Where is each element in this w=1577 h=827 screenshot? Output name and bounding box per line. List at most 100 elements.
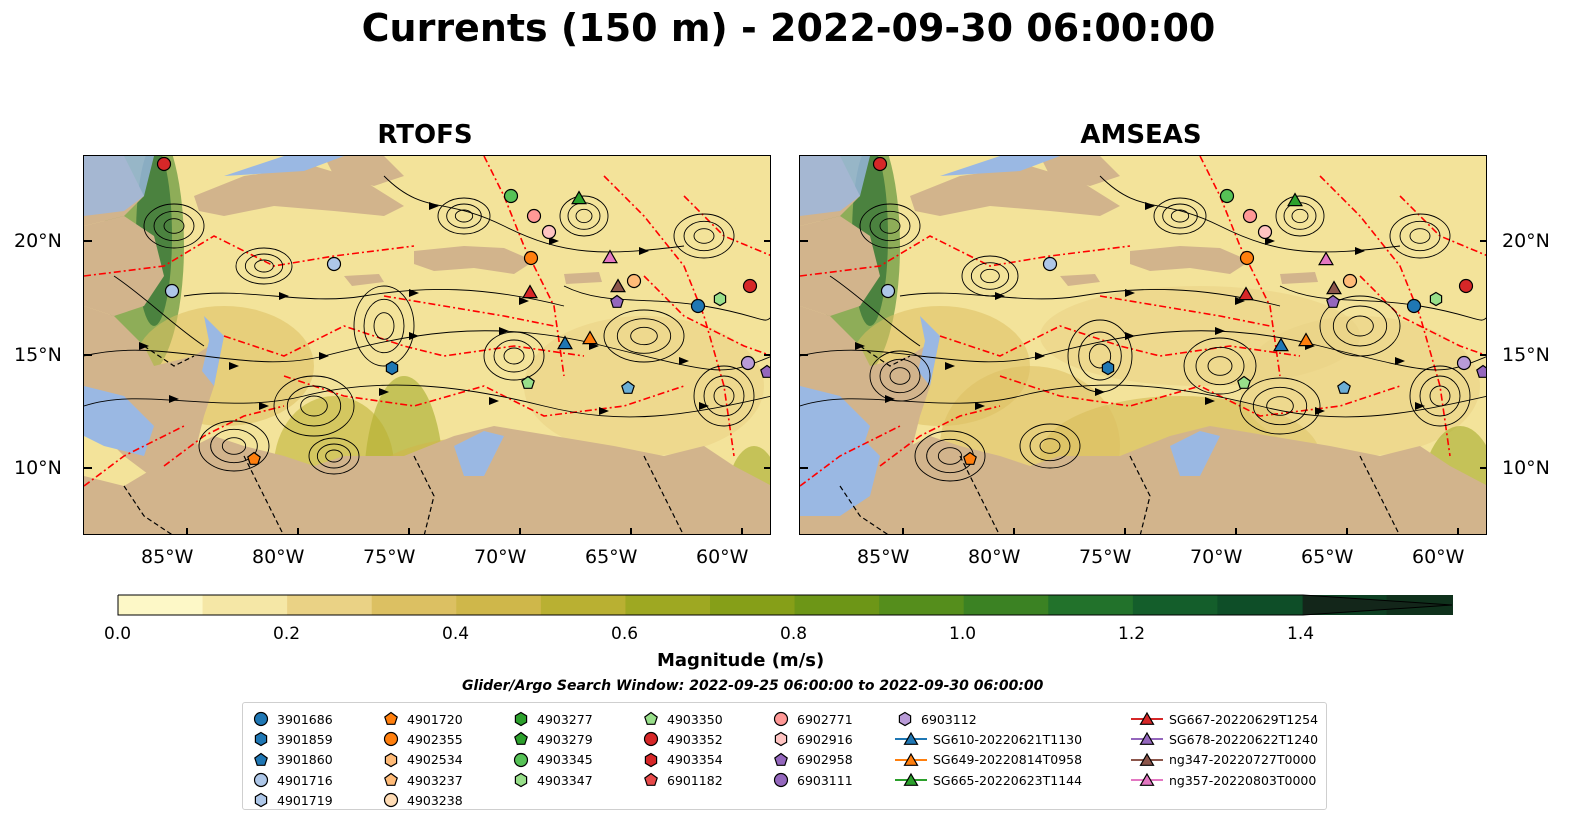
streamline-eddy — [1409, 228, 1431, 244]
streamline-eddy — [693, 228, 715, 244]
streamline-eddy — [300, 395, 328, 417]
colorbar-tick-6: 1.2 — [1118, 624, 1146, 644]
eez-boundary — [1359, 275, 1486, 357]
streamline-eddy — [937, 447, 963, 465]
eez-boundary — [1099, 295, 1271, 327]
streamline-eddy — [503, 347, 525, 365]
eez-boundary — [999, 375, 1401, 417]
land-polygon — [344, 274, 384, 286]
land-polygon — [414, 246, 534, 274]
lon-label-75w-right: 75°W — [1079, 546, 1132, 568]
colorbar-tick-0: 0.0 — [104, 624, 132, 644]
streamline-eddy — [1291, 208, 1309, 224]
streamline-arrow — [1125, 332, 1135, 340]
eez-boundary — [643, 275, 770, 357]
triangle-marker-icon — [895, 772, 927, 786]
legend-item: SG678-20220622T1240 — [1131, 729, 1318, 749]
eez-boundary — [800, 235, 1131, 277]
land-polygon — [1280, 272, 1318, 284]
country-border — [839, 485, 889, 534]
magnitude-colorbar — [117, 594, 1453, 616]
streamline-eddy — [1153, 197, 1207, 235]
legend-item: 4901716 — [251, 770, 333, 790]
lat-label-15n-right: 15°N — [1502, 344, 1550, 366]
streamline — [84, 330, 770, 371]
country-border — [1129, 455, 1151, 534]
streamline-arrow — [1355, 247, 1365, 255]
panel-title-amseas: AMSEAS — [1080, 120, 1202, 150]
lat-label-15n-left: 15°N — [14, 344, 62, 366]
streamline-eddy — [454, 209, 474, 223]
streamline-arrow — [319, 352, 329, 360]
colorbar-outline — [117, 594, 1453, 616]
streamline-eddy — [1029, 430, 1071, 462]
streamline-arrow — [549, 237, 559, 245]
legend-label: 6902771 — [797, 711, 853, 727]
legend-item: 3901686 — [251, 709, 333, 729]
amseas-current-map — [799, 155, 1487, 535]
circle-marker-icon — [773, 772, 789, 788]
legend-item: 6901182 — [641, 770, 723, 790]
streamline-arrow — [1205, 397, 1215, 405]
legend-item: 4903277 — [511, 709, 593, 729]
streamline-arrow — [679, 357, 689, 365]
streamline-eddy — [1088, 343, 1112, 369]
streamline-arrow — [499, 327, 509, 335]
colorbar-segment — [202, 595, 288, 615]
land-polygon — [1060, 274, 1100, 286]
legend-item: ng357-20220803T0000 — [1131, 770, 1318, 790]
legend-label: 4903345 — [537, 752, 593, 768]
streamline-eddy — [1409, 365, 1471, 427]
legend-item: 6902916 — [771, 729, 853, 749]
streamline-arrow — [639, 247, 649, 255]
streamline-eddy — [1346, 315, 1374, 337]
current-speed-region — [524, 316, 764, 456]
streamline-eddy — [693, 365, 755, 427]
lat-label-10n-left: 10°N — [14, 457, 62, 479]
circle-marker-icon — [643, 732, 659, 747]
streamline-eddy — [1170, 209, 1190, 223]
current-speed-region — [1040, 286, 1360, 386]
eez-boundary — [383, 295, 555, 327]
pentagon-marker-icon — [514, 732, 528, 746]
streamline — [1099, 175, 1401, 253]
ocean-patch — [224, 156, 344, 176]
legend-item: SG610-20220621T1130 — [895, 729, 1082, 749]
streamline-eddy — [616, 318, 672, 354]
streamline-eddy — [703, 375, 745, 417]
legend-label: ng347-20220727T0000 — [1169, 752, 1317, 768]
legend-label: 4901719 — [277, 792, 333, 808]
streamline-arrow — [409, 289, 419, 297]
streamline-eddy — [889, 367, 911, 385]
streamline — [800, 384, 1486, 418]
streamline-arrow — [1235, 297, 1245, 305]
streamline-arrow — [229, 362, 239, 370]
lon-label-65w-left: 65°W — [585, 546, 638, 568]
streamline-arrow — [1125, 289, 1135, 297]
country-border — [959, 455, 1000, 534]
colorbar-tick-3: 0.6 — [611, 624, 639, 644]
streamline-eddy — [163, 218, 185, 234]
colorbar-segment — [1132, 595, 1218, 615]
triangle-marker-icon — [1131, 772, 1163, 786]
streamline-eddy — [210, 428, 258, 464]
legend-label: 4903279 — [537, 731, 593, 747]
streamline-eddy — [244, 253, 284, 279]
legend-label: 4902355 — [407, 731, 463, 747]
circle-marker-icon — [253, 772, 269, 788]
circle-marker-icon — [253, 712, 269, 727]
pentagon-marker-icon — [644, 772, 658, 786]
legend-label: 4903347 — [537, 772, 593, 788]
country-border — [243, 455, 284, 534]
lon-label-70w-left: 70°W — [474, 546, 527, 568]
streamline-eddy — [559, 195, 609, 237]
ocean-patch — [454, 431, 504, 476]
streamline-eddy — [575, 208, 593, 224]
land-polygon — [84, 216, 164, 316]
colorbar-segment — [794, 595, 880, 615]
lon-label-70w-right: 70°W — [1190, 546, 1243, 568]
pentagon-marker-icon — [774, 752, 788, 766]
hexagon-marker-icon — [644, 752, 658, 767]
eez-boundary — [603, 175, 735, 457]
legend-label: 3901686 — [277, 711, 333, 727]
